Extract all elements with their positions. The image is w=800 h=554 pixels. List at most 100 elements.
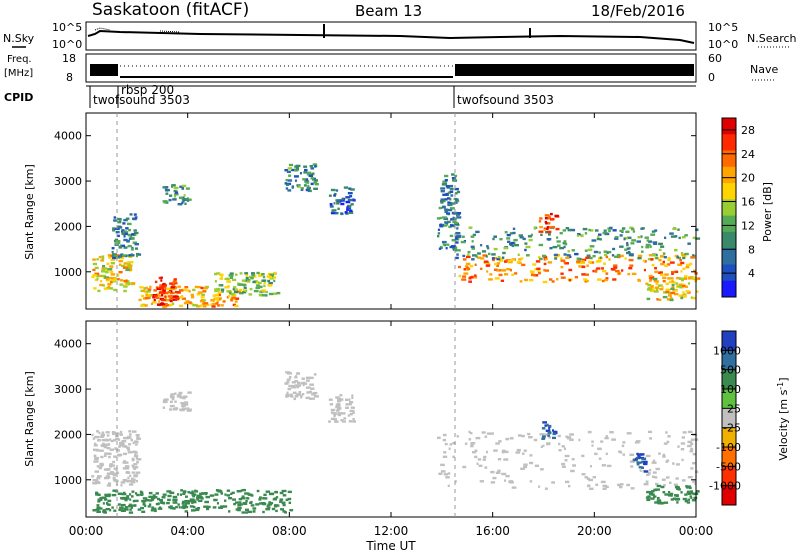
nave-label: Nave xyxy=(750,63,778,76)
range-gate-cell xyxy=(196,498,199,501)
range-gate-cell xyxy=(109,265,114,268)
range-gate-cell xyxy=(624,257,627,260)
range-gate-cell xyxy=(439,216,442,220)
range-gate-cell xyxy=(663,484,666,487)
range-gate-cell xyxy=(560,276,566,279)
range-gate-cell xyxy=(588,228,591,232)
range-gate-cell xyxy=(620,483,624,486)
range-gate-cell xyxy=(123,452,127,456)
range-gate-cell xyxy=(514,244,519,247)
range-gate-cell xyxy=(478,464,483,467)
range-gate-cell xyxy=(95,491,98,494)
range-gate-cell xyxy=(196,494,200,497)
range-gate-cell xyxy=(124,498,128,502)
range-gate-cell xyxy=(684,252,689,256)
range-gate-cell xyxy=(234,297,240,300)
range-gate-cell xyxy=(496,262,501,265)
range-gate-cell xyxy=(146,290,151,293)
range-gate-cell xyxy=(237,506,242,510)
range-gate-cell xyxy=(261,289,266,292)
range-gate-cell xyxy=(615,269,620,273)
range-gate-cell xyxy=(102,509,107,512)
range-gate-cell xyxy=(126,495,130,498)
range-gate-cell xyxy=(95,493,99,496)
range-gate-cell xyxy=(634,441,640,444)
range-gate-cell xyxy=(336,202,340,205)
range-gate-cell xyxy=(191,501,194,504)
range-gate-cell xyxy=(501,449,506,452)
range-gate-cell xyxy=(658,248,662,252)
nsky-frame xyxy=(85,21,697,51)
range-gate-cell xyxy=(300,188,304,191)
range-gate-cell xyxy=(239,288,242,292)
range-gate-cell xyxy=(503,246,509,250)
range-gate-cell xyxy=(455,231,459,235)
range-gate-cell xyxy=(247,493,251,496)
velocity-x-label: Time UT xyxy=(365,539,416,553)
range-gate-cell xyxy=(687,498,690,501)
range-gate-cell xyxy=(123,235,126,238)
range-gate-cell xyxy=(117,278,120,281)
range-gate-cell xyxy=(346,208,350,211)
range-gate-cell xyxy=(109,438,112,441)
range-gate-cell xyxy=(598,251,601,254)
range-gate-cell xyxy=(224,493,227,496)
range-gate-cell xyxy=(539,433,545,436)
range-gate-cell xyxy=(97,493,101,496)
range-gate-cell xyxy=(504,260,508,263)
range-gate-cell xyxy=(447,208,453,212)
range-gate-cell xyxy=(347,207,352,210)
range-gate-cell xyxy=(134,243,139,246)
range-gate-cell xyxy=(129,498,132,501)
range-gate-cell xyxy=(652,471,657,474)
range-gate-cell xyxy=(456,253,459,256)
range-gate-cell xyxy=(450,224,454,227)
range-gate-cell xyxy=(151,301,157,304)
range-gate-cell xyxy=(279,491,284,495)
range-gate-cell xyxy=(592,269,595,273)
range-gate-cell xyxy=(285,179,288,182)
range-gate-cell xyxy=(96,510,99,513)
range-gate-cell xyxy=(545,429,551,432)
range-gate-cell xyxy=(595,483,599,486)
range-gate-cell xyxy=(214,272,218,276)
range-gate-cell xyxy=(111,247,115,250)
range-gate-cell xyxy=(181,288,187,292)
range-gate-cell xyxy=(335,189,339,192)
range-gate-cell xyxy=(454,221,459,225)
range-gate-cell xyxy=(153,289,157,292)
range-gate-cell xyxy=(438,472,443,475)
beam-label: Beam 13 xyxy=(355,2,422,20)
range-gate-cell xyxy=(619,229,624,233)
range-gate-cell xyxy=(258,498,262,501)
range-gate-cell xyxy=(113,216,116,219)
range-gate-cell xyxy=(477,256,482,259)
range-gate-cell xyxy=(123,230,128,233)
range-gate-cell xyxy=(125,217,130,220)
range-gate-cell xyxy=(477,458,482,461)
range-gate-cell xyxy=(554,214,559,218)
range-gate-cell xyxy=(286,183,290,186)
range-gate-cell xyxy=(569,255,572,258)
range-gate-cell xyxy=(340,199,345,202)
range-gate-cell xyxy=(337,397,342,401)
range-gate-cell xyxy=(629,264,634,267)
range-gate-cell xyxy=(128,479,131,483)
range-gate-cell xyxy=(662,453,666,457)
range-gate-cell xyxy=(440,198,445,201)
range-gate-cell xyxy=(131,495,134,498)
range-gate-cell xyxy=(598,457,602,460)
range-gate-cell xyxy=(648,254,653,257)
range-gate-cell xyxy=(645,454,651,458)
range-gate-cell xyxy=(494,277,500,280)
range-gate-cell xyxy=(123,218,128,222)
y-tick-label: 2000 xyxy=(54,220,82,233)
range-gate-cell xyxy=(290,395,294,398)
range-gate-cell xyxy=(580,261,585,264)
range-gate-cell xyxy=(124,467,130,470)
colorbar-segment xyxy=(722,231,736,249)
range-gate-cell xyxy=(94,442,97,445)
range-gate-cell xyxy=(223,300,226,303)
range-gate-cell xyxy=(458,274,461,278)
range-gate-cell xyxy=(548,216,552,219)
